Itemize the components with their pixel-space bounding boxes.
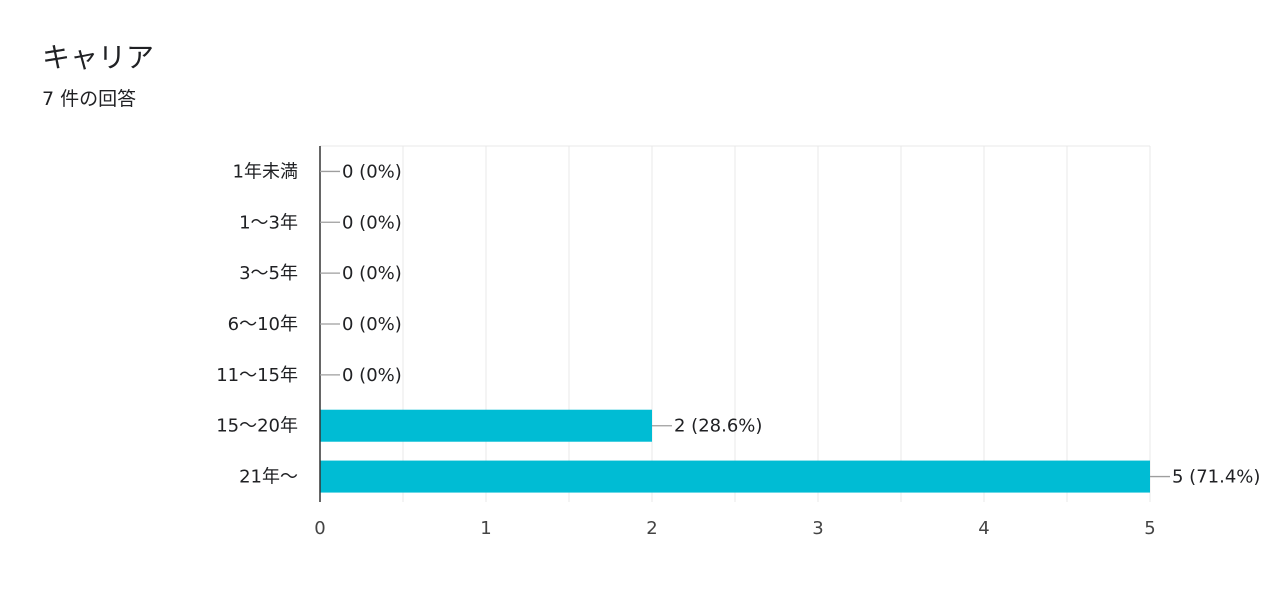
bar bbox=[320, 409, 652, 442]
category-label: 1年未満 bbox=[233, 161, 298, 182]
response-count: 7 件の回答 bbox=[42, 88, 137, 110]
bar bbox=[320, 460, 1150, 493]
data-label: 0 (0%) bbox=[342, 314, 402, 335]
bars bbox=[320, 409, 1150, 493]
x-tick-label: 1 bbox=[480, 518, 491, 539]
data-label: 5 (71.4%) bbox=[1172, 467, 1260, 488]
x-tick-label: 4 bbox=[978, 518, 989, 539]
x-tick-label: 5 bbox=[1144, 518, 1155, 539]
data-label: 2 (28.6%) bbox=[674, 416, 762, 437]
x-tick-label: 0 bbox=[314, 518, 325, 539]
chart-title: キャリア bbox=[42, 41, 155, 74]
gridlines bbox=[320, 145, 1151, 502]
x-tick-label: 2 bbox=[646, 518, 657, 539]
category-label: 3〜5年 bbox=[239, 263, 298, 284]
labels: 1年未満 0 (0%) 1〜3年 0 (0%) 3〜5年 0 (0%) 6〜10年 0 (0%… bbox=[216, 161, 1260, 487]
category-label: 11〜15年 bbox=[216, 365, 298, 386]
category-label: 21年〜 bbox=[239, 467, 298, 488]
data-label: 0 (0%) bbox=[342, 212, 402, 233]
category-label: 1〜3年 bbox=[239, 212, 298, 233]
category-label: 15〜20年 bbox=[216, 416, 298, 437]
x-tick-label: 3 bbox=[812, 518, 823, 539]
data-label: 0 (0%) bbox=[342, 365, 402, 386]
data-label: 0 (0%) bbox=[342, 263, 402, 284]
category-label: 6〜10年 bbox=[228, 314, 298, 335]
data-label: 0 (0%) bbox=[342, 161, 402, 182]
